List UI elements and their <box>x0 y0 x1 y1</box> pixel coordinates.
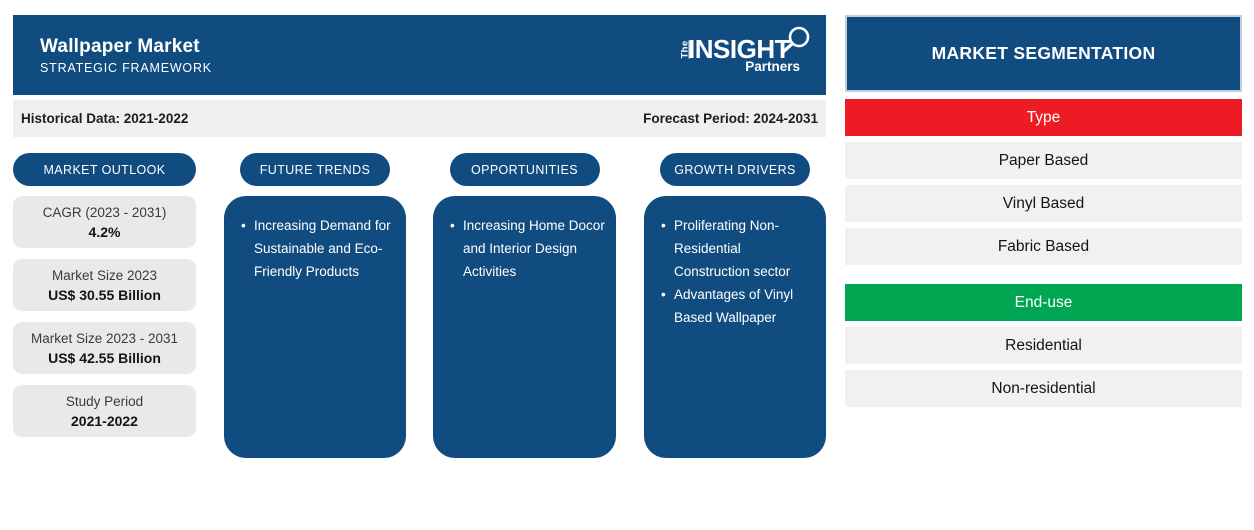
growth-drivers-column: GROWTH DRIVERS • Proliferating Non-Resid… <box>644 153 826 458</box>
opportunities-column: OPPORTUNITIES • Increasing Home Docor an… <box>433 153 616 458</box>
segment-item: Non-residential <box>845 370 1242 407</box>
stat-label: Market Size 2023 - 2031 <box>30 331 179 346</box>
opportunities-box: • Increasing Home Docor and Interior Des… <box>433 196 616 458</box>
stat-box: Market Size 2023 - 2031 US$ 42.55 Billio… <box>13 322 196 374</box>
segment-item: Fabric Based <box>845 228 1242 265</box>
stat-value: US$ 42.55 Billion <box>48 350 161 366</box>
page-subtitle: STRATEGIC FRAMEWORK <box>40 60 212 75</box>
market-outlook-stats: CAGR (2023 - 2031) 4.2% Market Size 2023… <box>13 196 196 437</box>
market-outlook-pill: MARKET OUTLOOK <box>13 153 196 186</box>
stat-value: 2021-2022 <box>71 413 138 429</box>
stat-value: 4.2% <box>88 224 121 240</box>
bullet-text: Advantages of Vinyl Based Wallpaper <box>674 287 794 325</box>
bullet-text: Increasing Demand for Sustainable and Ec… <box>254 218 391 279</box>
opportunities-pill: OPPORTUNITIES <box>449 153 600 186</box>
period-bar: Historical Data: 2021-2022 Forecast Peri… <box>13 100 826 137</box>
stat-box: Market Size 2023 US$ 30.55 Billion <box>13 259 196 311</box>
segment-item: Vinyl Based <box>845 185 1242 222</box>
bullet-item: • Proliferating Non-Residential Construc… <box>661 214 816 283</box>
segment-item: Paper Based <box>845 142 1242 179</box>
title-block: Wallpaper Market STRATEGIC FRAMEWORK <box>13 36 212 75</box>
forecast-period-label: Forecast Period: 2024-2031 <box>643 111 818 126</box>
stat-label: Market Size 2023 <box>51 268 158 283</box>
bullet-item: • Advantages of Vinyl Based Wallpaper <box>661 283 816 329</box>
segmentation-list: Type Paper Based Vinyl Based Fabric Based En… <box>845 99 1242 407</box>
segment-group-header: Type <box>845 99 1242 136</box>
stat-box: CAGR (2023 - 2031) 4.2% <box>13 196 196 248</box>
insight-partners-logo: The INSIGHT Partners <box>676 26 810 74</box>
future-trends-pill: FUTURE TRENDS <box>240 153 390 186</box>
page-title: Wallpaper Market <box>40 35 200 57</box>
logo-the-text: The <box>679 39 691 59</box>
bullet-dot: • <box>661 287 666 302</box>
stat-label: Study Period <box>65 394 144 409</box>
growth-drivers-pill: GROWTH DRIVERS <box>660 153 810 186</box>
stat-box: Study Period 2021-2022 <box>13 385 196 437</box>
bullet-item: • Increasing Demand for Sustainable and … <box>241 214 396 283</box>
logo-insight-text: INSIGHT <box>688 34 790 64</box>
historical-data-label: Historical Data: 2021-2022 <box>21 111 189 126</box>
stat-label: CAGR (2023 - 2031) <box>42 205 167 220</box>
bullet-dot: • <box>661 218 666 233</box>
bullet-text: Proliferating Non-Residential Constructi… <box>674 218 791 279</box>
bullet-dot: • <box>241 218 246 233</box>
bullet-item: • Increasing Home Docor and Interior Des… <box>450 214 606 283</box>
magnifier-icon <box>776 25 812 66</box>
segment-group-header: End-use <box>845 284 1242 321</box>
main-header: Wallpaper Market STRATEGIC FRAMEWORK The… <box>13 15 826 95</box>
future-trends-column: FUTURE TRENDS • Increasing Demand for Su… <box>224 153 406 458</box>
logo-partners-text: Partners <box>745 59 800 74</box>
bullet-text: Increasing Home Docor and Interior Desig… <box>463 218 605 279</box>
bullet-dot: • <box>450 218 455 233</box>
market-outlook-column: MARKET OUTLOOK CAGR (2023 - 2031) 4.2% M… <box>13 153 196 437</box>
market-segmentation-title: MARKET SEGMENTATION <box>845 15 1242 92</box>
market-segmentation-panel: MARKET SEGMENTATION Type Paper Based Vinyl… <box>845 15 1242 407</box>
logo-top-row: The INSIGHT <box>676 26 810 64</box>
growth-drivers-box: • Proliferating Non-Residential Construc… <box>644 196 826 458</box>
stat-value: US$ 30.55 Billion <box>48 287 161 303</box>
segment-item: Residential <box>845 327 1242 364</box>
future-trends-box: • Increasing Demand for Sustainable and … <box>224 196 406 458</box>
